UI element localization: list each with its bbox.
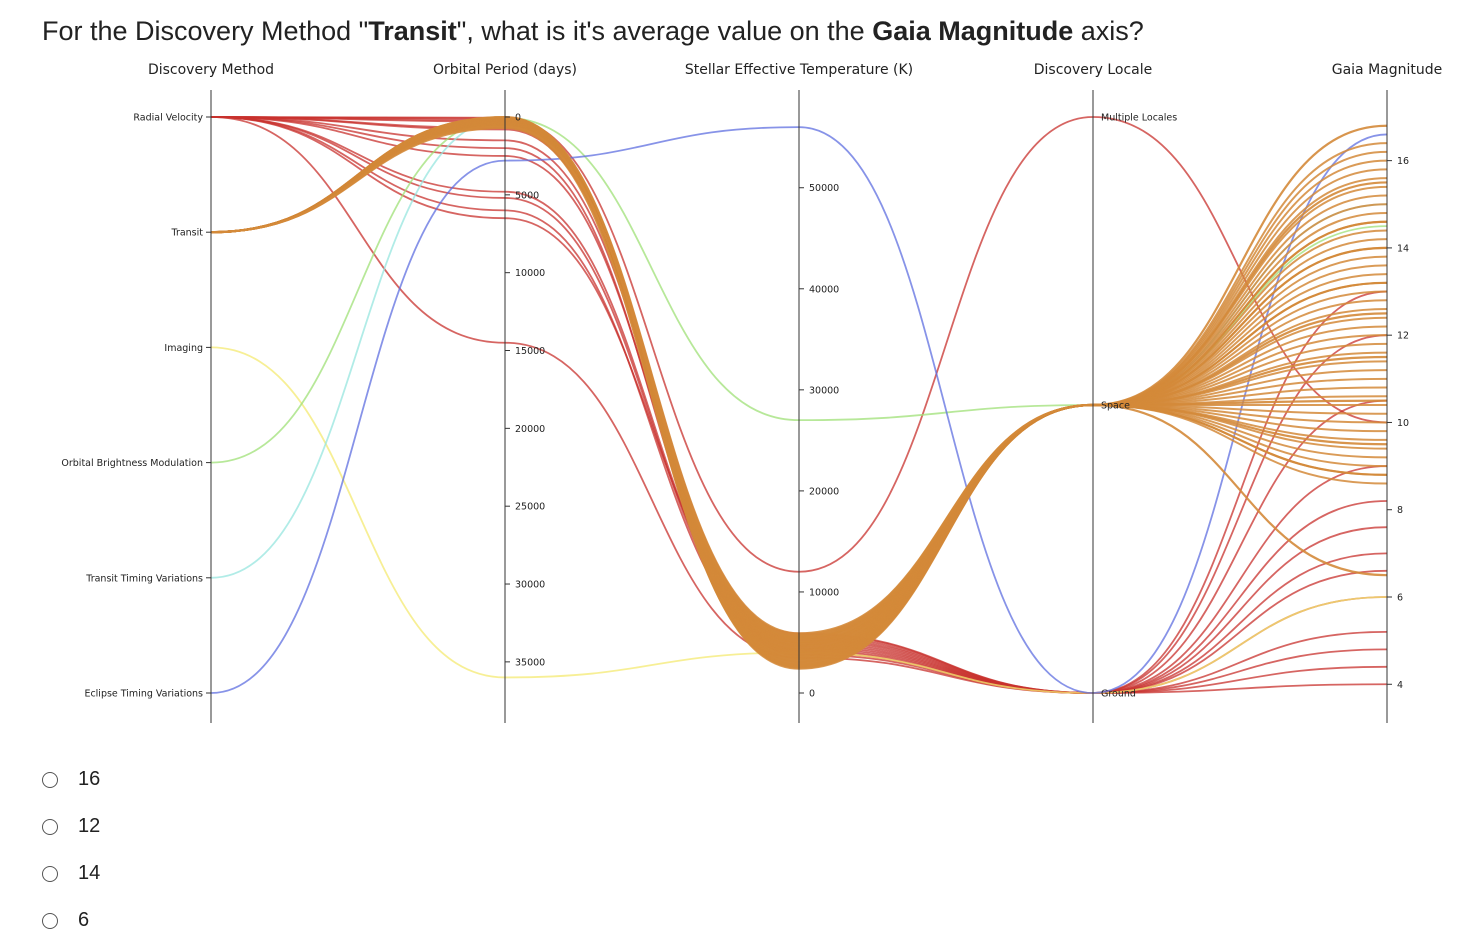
tick-label: Ground (1101, 689, 1136, 700)
tick-label: Eclipse Timing Variations (84, 689, 203, 700)
axis-1: Discovery Method Radial Velocity Transit Im… (61, 62, 274, 723)
question-middle: ", what is it's average value on the (456, 16, 873, 46)
series-line-eclipse-timing-variations (210, 126, 1388, 694)
tick-label: Multiple Locales (1101, 113, 1177, 124)
tick-label: Orbital Brightness Modulation (61, 458, 203, 469)
radio-button[interactable] (42, 771, 58, 788)
tick-label: 10000 (515, 268, 545, 279)
axis-title: Discovery Method (148, 62, 274, 78)
answer-options: 16 12 14 6 (42, 756, 100, 944)
tick-label: 14 (1397, 243, 1409, 254)
tick-label: Radial Velocity (133, 113, 203, 124)
tick-label: 5000 (515, 190, 539, 201)
radio-button[interactable] (42, 865, 58, 882)
tick-label: 40000 (809, 284, 839, 295)
tick-label: 0 (809, 689, 815, 700)
series-line-radial-velocity (210, 116, 1388, 694)
axes: Discovery Method Radial Velocity Transit Im… (61, 62, 1442, 723)
axis-4: Discovery Locale Multiple Locales Space Gro… (1034, 62, 1177, 723)
tick-label: 16 (1397, 156, 1409, 167)
option-label: 14 (78, 862, 101, 884)
tick-label: 35000 (515, 657, 545, 668)
tick-label: 20000 (515, 424, 545, 435)
axis-5: Gaia Magnitude 4 6 8 10 12 14 16 (1332, 62, 1443, 723)
parallel-coordinates-chart: Discovery Method Radial Velocity Transit Im… (61, 62, 1442, 723)
radio-button[interactable] (42, 818, 58, 835)
axis-title: Gaia Magnitude (1332, 62, 1443, 78)
question-method: Transit (368, 16, 457, 46)
tick-label: 50000 (809, 183, 839, 194)
tick-label: 10000 (809, 587, 839, 598)
option-2[interactable]: 12 (42, 803, 100, 850)
question-prefix: For the Discovery Method " (42, 16, 369, 46)
tick-label: 8 (1397, 505, 1403, 516)
option-label: 12 (78, 815, 101, 837)
option-label: 6 (78, 909, 90, 931)
tick-label: 4 (1397, 680, 1403, 691)
tick-label: 25000 (515, 502, 545, 513)
tick-label: 15000 (515, 346, 545, 357)
axis-3: Stellar Effective Temperature (K) 0 10000 2… (685, 62, 913, 723)
axis-title: Discovery Locale (1034, 62, 1153, 78)
tick-label: 30000 (809, 385, 839, 396)
axis-2: Orbital Period (days) 0 5000 10000 15000 2000… (433, 62, 577, 723)
tick-label: Transit (171, 228, 204, 239)
question-suffix: axis? (1073, 16, 1144, 46)
option-label: 16 (78, 768, 101, 790)
axis-title: Stellar Effective Temperature (K) (685, 62, 913, 78)
tick-label: Transit Timing Variations (85, 573, 203, 584)
axis-title: Orbital Period (days) (433, 62, 577, 78)
tick-label: 30000 (515, 580, 545, 591)
question-text: For the Discovery Method "Transit", what… (42, 16, 1144, 47)
tick-label: Space (1101, 401, 1130, 412)
tick-label: 12 (1397, 331, 1409, 342)
tick-label: 0 (515, 113, 521, 124)
option-1[interactable]: 16 (42, 756, 100, 803)
tick-label: 10 (1397, 418, 1409, 429)
option-4[interactable]: 6 (42, 897, 100, 944)
radio-button[interactable] (42, 912, 58, 929)
tick-label: Imaging (164, 343, 203, 354)
tick-label: 6 (1397, 593, 1403, 604)
data-lines (210, 116, 1388, 694)
tick-label: 20000 (809, 486, 839, 497)
question-axis: Gaia Magnitude (872, 16, 1074, 46)
option-3[interactable]: 14 (42, 850, 100, 897)
